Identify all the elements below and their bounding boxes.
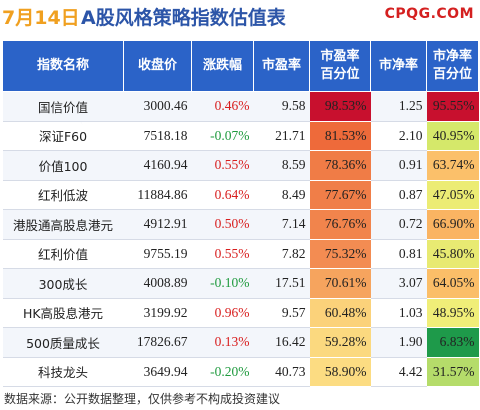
pb-cell: 1.90 bbox=[370, 327, 427, 358]
close-price-cell: 3199.92 bbox=[123, 298, 192, 328]
change-cell: -0.07% bbox=[191, 121, 254, 151]
column-header-change: 涨跌幅 bbox=[191, 40, 254, 92]
pe-percentile-cell: 58.90% bbox=[309, 357, 371, 387]
pb-cell: 1.25 bbox=[370, 91, 427, 122]
pb-cell: 3.07 bbox=[370, 268, 427, 299]
index-name-cell: 国信价值 bbox=[2, 91, 124, 122]
pb-percentile-cell: 6.83% bbox=[426, 327, 479, 358]
pe-percentile-cell: 81.53% bbox=[309, 121, 371, 151]
change-cell: 0.96% bbox=[191, 298, 254, 328]
pb-percentile-cell: 66.90% bbox=[426, 209, 479, 240]
table-header-row: 指数名称 收盘价 涨跌幅 市盈率 市盈率 百分位 市净率 市净率 百分位 bbox=[2, 40, 479, 92]
close-price-cell: 4008.89 bbox=[123, 268, 192, 299]
close-price-cell: 3000.46 bbox=[123, 91, 192, 122]
pe-cell: 8.49 bbox=[253, 180, 310, 210]
pe-percentile-cell: 70.61% bbox=[309, 268, 371, 299]
index-name-cell: 红利低波 bbox=[2, 180, 124, 210]
page-title: A股风格策略指数估值表 bbox=[81, 7, 286, 29]
table-row: 科技龙头 3649.94 -0.20% 40.73 58.90% 4.42 31.57% bbox=[2, 357, 479, 387]
pb-percentile-cell: 63.74% bbox=[426, 150, 479, 181]
pb-cell: 4.42 bbox=[370, 357, 427, 387]
pe-cell: 16.42 bbox=[253, 327, 310, 358]
column-header-pb: 市净率 bbox=[370, 40, 427, 92]
change-cell: 0.55% bbox=[191, 239, 254, 269]
column-header-pe-pct: 市盈率 百分位 bbox=[309, 40, 371, 92]
close-price-cell: 17826.67 bbox=[123, 327, 192, 358]
pb-cell: 0.91 bbox=[370, 150, 427, 181]
pb-cell: 0.87 bbox=[370, 180, 427, 210]
pe-percentile-cell: 76.76% bbox=[309, 209, 371, 240]
pb-percentile-cell: 48.95% bbox=[426, 298, 479, 328]
pb-cell: 1.03 bbox=[370, 298, 427, 328]
pe-cell: 17.51 bbox=[253, 268, 310, 299]
table-row: 红利价值 9755.19 0.55% 7.82 75.32% 0.81 45.80% bbox=[2, 239, 479, 269]
pb-percentile-cell: 47.05% bbox=[426, 180, 479, 210]
change-cell: -0.10% bbox=[191, 268, 254, 299]
pe-cell: 7.14 bbox=[253, 209, 310, 240]
report-date: 7月14日 bbox=[2, 7, 80, 29]
table-row: 国信价值 3000.46 0.46% 9.58 98.53% 1.25 95.55% bbox=[2, 91, 479, 122]
column-header-pe: 市盈率 bbox=[253, 40, 310, 92]
table-row: 深证F60 7518.18 -0.07% 21.71 81.53% 2.10 40.95% bbox=[2, 121, 479, 151]
pb-percentile-cell: 45.80% bbox=[426, 239, 479, 269]
pb-percentile-cell: 95.55% bbox=[426, 91, 479, 122]
close-price-cell: 7518.18 bbox=[123, 121, 192, 151]
pe-percentile-cell: 59.28% bbox=[309, 327, 371, 358]
column-header-pb-pct: 市净率 百分位 bbox=[426, 40, 479, 92]
pe-percentile-cell: 98.53% bbox=[309, 91, 371, 122]
index-name-cell: 价值100 bbox=[2, 150, 124, 181]
change-cell: 0.64% bbox=[191, 180, 254, 210]
change-cell: -0.20% bbox=[191, 357, 254, 387]
index-name-cell: HK高股息港元 bbox=[2, 298, 124, 328]
change-cell: 0.50% bbox=[191, 209, 254, 240]
pe-cell: 7.82 bbox=[253, 239, 310, 269]
index-name-cell: 科技龙头 bbox=[2, 357, 124, 387]
index-name-cell: 港股通高股息港元 bbox=[2, 209, 124, 240]
close-price-cell: 9755.19 bbox=[123, 239, 192, 269]
index-name-cell: 红利价值 bbox=[2, 239, 124, 269]
close-price-cell: 4912.91 bbox=[123, 209, 192, 240]
pe-cell: 40.73 bbox=[253, 357, 310, 387]
pb-cell: 2.10 bbox=[370, 121, 427, 151]
pe-percentile-cell: 77.67% bbox=[309, 180, 371, 210]
pe-cell: 9.58 bbox=[253, 91, 310, 122]
pb-percentile-cell: 64.05% bbox=[426, 268, 479, 299]
column-header-close: 收盘价 bbox=[123, 40, 192, 92]
pe-percentile-cell: 60.48% bbox=[309, 298, 371, 328]
table-row: 价值100 4160.94 0.55% 8.59 78.36% 0.91 63.74% bbox=[2, 150, 479, 181]
table-row: 300成长 4008.89 -0.10% 17.51 70.61% 3.07 64.05% bbox=[2, 268, 479, 299]
change-cell: 0.46% bbox=[191, 91, 254, 122]
close-price-cell: 3649.94 bbox=[123, 357, 192, 387]
table-row: 红利低波 11884.86 0.64% 8.49 77.67% 0.87 47.05% bbox=[2, 180, 479, 210]
pb-cell: 0.72 bbox=[370, 209, 427, 240]
close-price-cell: 4160.94 bbox=[123, 150, 192, 181]
index-name-cell: 500质量成长 bbox=[2, 327, 124, 358]
pe-cell: 21.71 bbox=[253, 121, 310, 151]
pe-percentile-cell: 75.32% bbox=[309, 239, 371, 269]
change-cell: 0.55% bbox=[191, 150, 254, 181]
close-price-cell: 11884.86 bbox=[123, 180, 192, 210]
pb-cell: 0.81 bbox=[370, 239, 427, 269]
column-header-name: 指数名称 bbox=[2, 40, 124, 92]
pb-percentile-cell: 31.57% bbox=[426, 357, 479, 387]
valuation-table: 指数名称 收盘价 涨跌幅 市盈率 市盈率 百分位 市净率 市净率 百分位 国信价值 3000.46… bbox=[2, 40, 479, 387]
pe-percentile-cell: 78.36% bbox=[309, 150, 371, 181]
header: 7月14日 A股风格策略指数估值表 CPQG.COM bbox=[0, 0, 480, 34]
table-row: 港股通高股息港元 4912.91 0.50% 7.14 76.76% 0.72 66.90% bbox=[2, 209, 479, 240]
pb-percentile-cell: 40.95% bbox=[426, 121, 479, 151]
index-name-cell: 深证F60 bbox=[2, 121, 124, 151]
index-name-cell: 300成长 bbox=[2, 268, 124, 299]
table-row: 500质量成长 17826.67 0.13% 16.42 59.28% 1.90 6.83% bbox=[2, 327, 479, 358]
brand-logo: CPQG.COM bbox=[384, 6, 474, 22]
pe-cell: 8.59 bbox=[253, 150, 310, 181]
change-cell: 0.13% bbox=[191, 327, 254, 358]
table-body: 国信价值 3000.46 0.46% 9.58 98.53% 1.25 95.55% 深证F6… bbox=[2, 91, 479, 387]
source-note: 数据来源：公开数据整理，仅供参考不构成投资建议 bbox=[4, 392, 281, 406]
table-row: HK高股息港元 3199.92 0.96% 9.57 60.48% 1.03 48.95% bbox=[2, 298, 479, 328]
pe-cell: 9.57 bbox=[253, 298, 310, 328]
